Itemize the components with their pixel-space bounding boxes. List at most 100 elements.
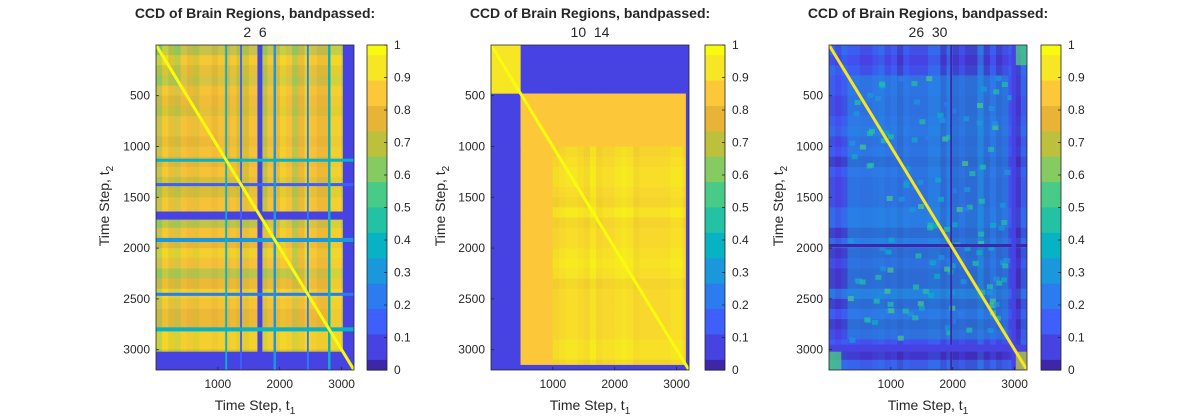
heatmap-cell — [927, 222, 934, 228]
heatmap-cell — [986, 290, 993, 296]
colorbar-tick-label: 0.9 — [1068, 71, 1085, 85]
heatmap-cell — [847, 296, 854, 302]
heatmap-cell — [990, 222, 997, 228]
heatmap-cell — [918, 305, 925, 311]
colorbar-segment — [367, 121, 387, 127]
colorbar-tick-label: 0.5 — [1068, 201, 1085, 215]
x-axis-label: Time Step, t1 — [888, 397, 969, 417]
colorbar-segment — [1041, 278, 1061, 285]
heatmap-cell — [888, 308, 895, 314]
colorbar-segment — [1041, 349, 1061, 356]
heatmap-block — [520, 45, 689, 94]
colorbar-segment — [367, 263, 387, 270]
colorbar-segment — [367, 177, 387, 183]
heatmap-cell — [972, 260, 979, 266]
heatmap-cell — [978, 198, 985, 204]
colorbar-segment — [1041, 227, 1061, 234]
colorbar-segment — [705, 212, 725, 219]
texture-row — [156, 298, 354, 310]
texture-column — [627, 45, 634, 370]
colorbar-segment — [1041, 156, 1061, 163]
colorbar-segment — [367, 126, 387, 132]
texture-column — [224, 45, 231, 370]
heatmap-band — [328, 45, 331, 370]
heatmap-cell — [986, 284, 993, 290]
colorbar-segment — [367, 268, 387, 275]
colorbar-tick-label: 0.4 — [1068, 233, 1085, 247]
heatmap-band — [257, 45, 263, 370]
heatmap-cell — [853, 111, 860, 117]
colorbar-segment — [367, 319, 387, 325]
y-tick-label: 500 — [130, 89, 150, 103]
colorbar-segment — [367, 349, 387, 356]
heatmap-band — [950, 45, 953, 370]
colorbar-tick-label: 0.9 — [394, 71, 411, 85]
heatmap-cell — [924, 135, 931, 141]
heatmap-block — [520, 93, 553, 370]
texture-row — [156, 339, 354, 350]
heatmap-cell — [898, 76, 905, 82]
texture-row — [156, 227, 354, 238]
colorbar-tick-label: 1 — [1068, 38, 1075, 52]
colorbar-tick-label: 0.5 — [732, 201, 749, 215]
heatmap-cell — [864, 317, 871, 323]
texture-row — [491, 187, 689, 198]
heatmap-cell — [912, 315, 919, 321]
heatmap-cell — [884, 288, 891, 294]
heatmap-diagonal — [829, 45, 1027, 370]
colorbar-segment — [367, 298, 387, 305]
heatmap-cell — [942, 136, 949, 142]
colorbar-tick-label: 0.2 — [1068, 298, 1085, 312]
colorbar-segment — [1041, 136, 1061, 143]
texture-row — [491, 319, 689, 330]
colorbar: 0 0.1 0.2 0.3 0.4 0.5 0.6 0.7 0.8 0.9 1 — [704, 38, 749, 377]
colorbar-tick-label: 0.5 — [394, 201, 411, 215]
y-tick-label: 3000 — [123, 343, 150, 357]
colorbar-segment — [705, 303, 725, 310]
heatmap-cell — [979, 290, 986, 296]
colorbar-tick-label: 0.6 — [732, 168, 749, 182]
colorbar-segment — [705, 171, 725, 178]
heatmap-cell — [935, 177, 942, 183]
heatmap-cell — [849, 337, 856, 343]
texture-row — [156, 75, 354, 86]
colorbar-segment — [367, 334, 387, 341]
colorbar-tick-label: 0.8 — [1068, 103, 1085, 117]
colorbar-tick-label: 0.2 — [732, 298, 749, 312]
texture-row — [491, 349, 689, 360]
texture-column — [602, 45, 609, 370]
texture-row — [156, 217, 354, 228]
heatmap-band — [156, 211, 354, 220]
colorbar-segment — [705, 116, 725, 122]
heatmap-cell — [875, 274, 882, 280]
texture-row — [156, 126, 354, 137]
colorbar-tick-label: 0.9 — [732, 71, 749, 85]
texture-row — [491, 278, 689, 289]
colorbar-segment — [367, 55, 387, 61]
texture-row — [829, 359, 1027, 370]
colorbar-segment — [1041, 121, 1061, 127]
colorbar-segment — [705, 329, 725, 336]
colorbar-segment — [1041, 70, 1061, 77]
texture-row — [156, 278, 354, 289]
texture-row — [491, 298, 689, 310]
colorbar-segment — [1041, 253, 1061, 259]
colorbar-segment — [705, 293, 725, 300]
heatmap-cell — [887, 134, 894, 140]
y-axis-label: Time Step, t2 — [96, 165, 116, 246]
colorbar-tick-label: 0.7 — [732, 136, 749, 150]
colorbar-tick-label: 0.6 — [1068, 168, 1085, 182]
heatmap-cell — [993, 302, 1000, 308]
heatmap-block — [1014, 45, 1027, 66]
heatmap-cell — [888, 237, 895, 243]
texture-row — [829, 349, 1027, 360]
colorbar-segment — [705, 222, 725, 229]
texture-column — [310, 45, 317, 370]
colorbar-segment — [705, 354, 725, 361]
colorbar-segment — [705, 141, 725, 148]
heatmap-cell — [978, 241, 985, 247]
colorbar-segment — [1041, 141, 1061, 148]
colorbar-segment — [705, 298, 725, 305]
colorbar-segment — [1041, 232, 1061, 239]
y-ticks: 500 1000 1500 2000 2500 3000 — [123, 89, 159, 357]
